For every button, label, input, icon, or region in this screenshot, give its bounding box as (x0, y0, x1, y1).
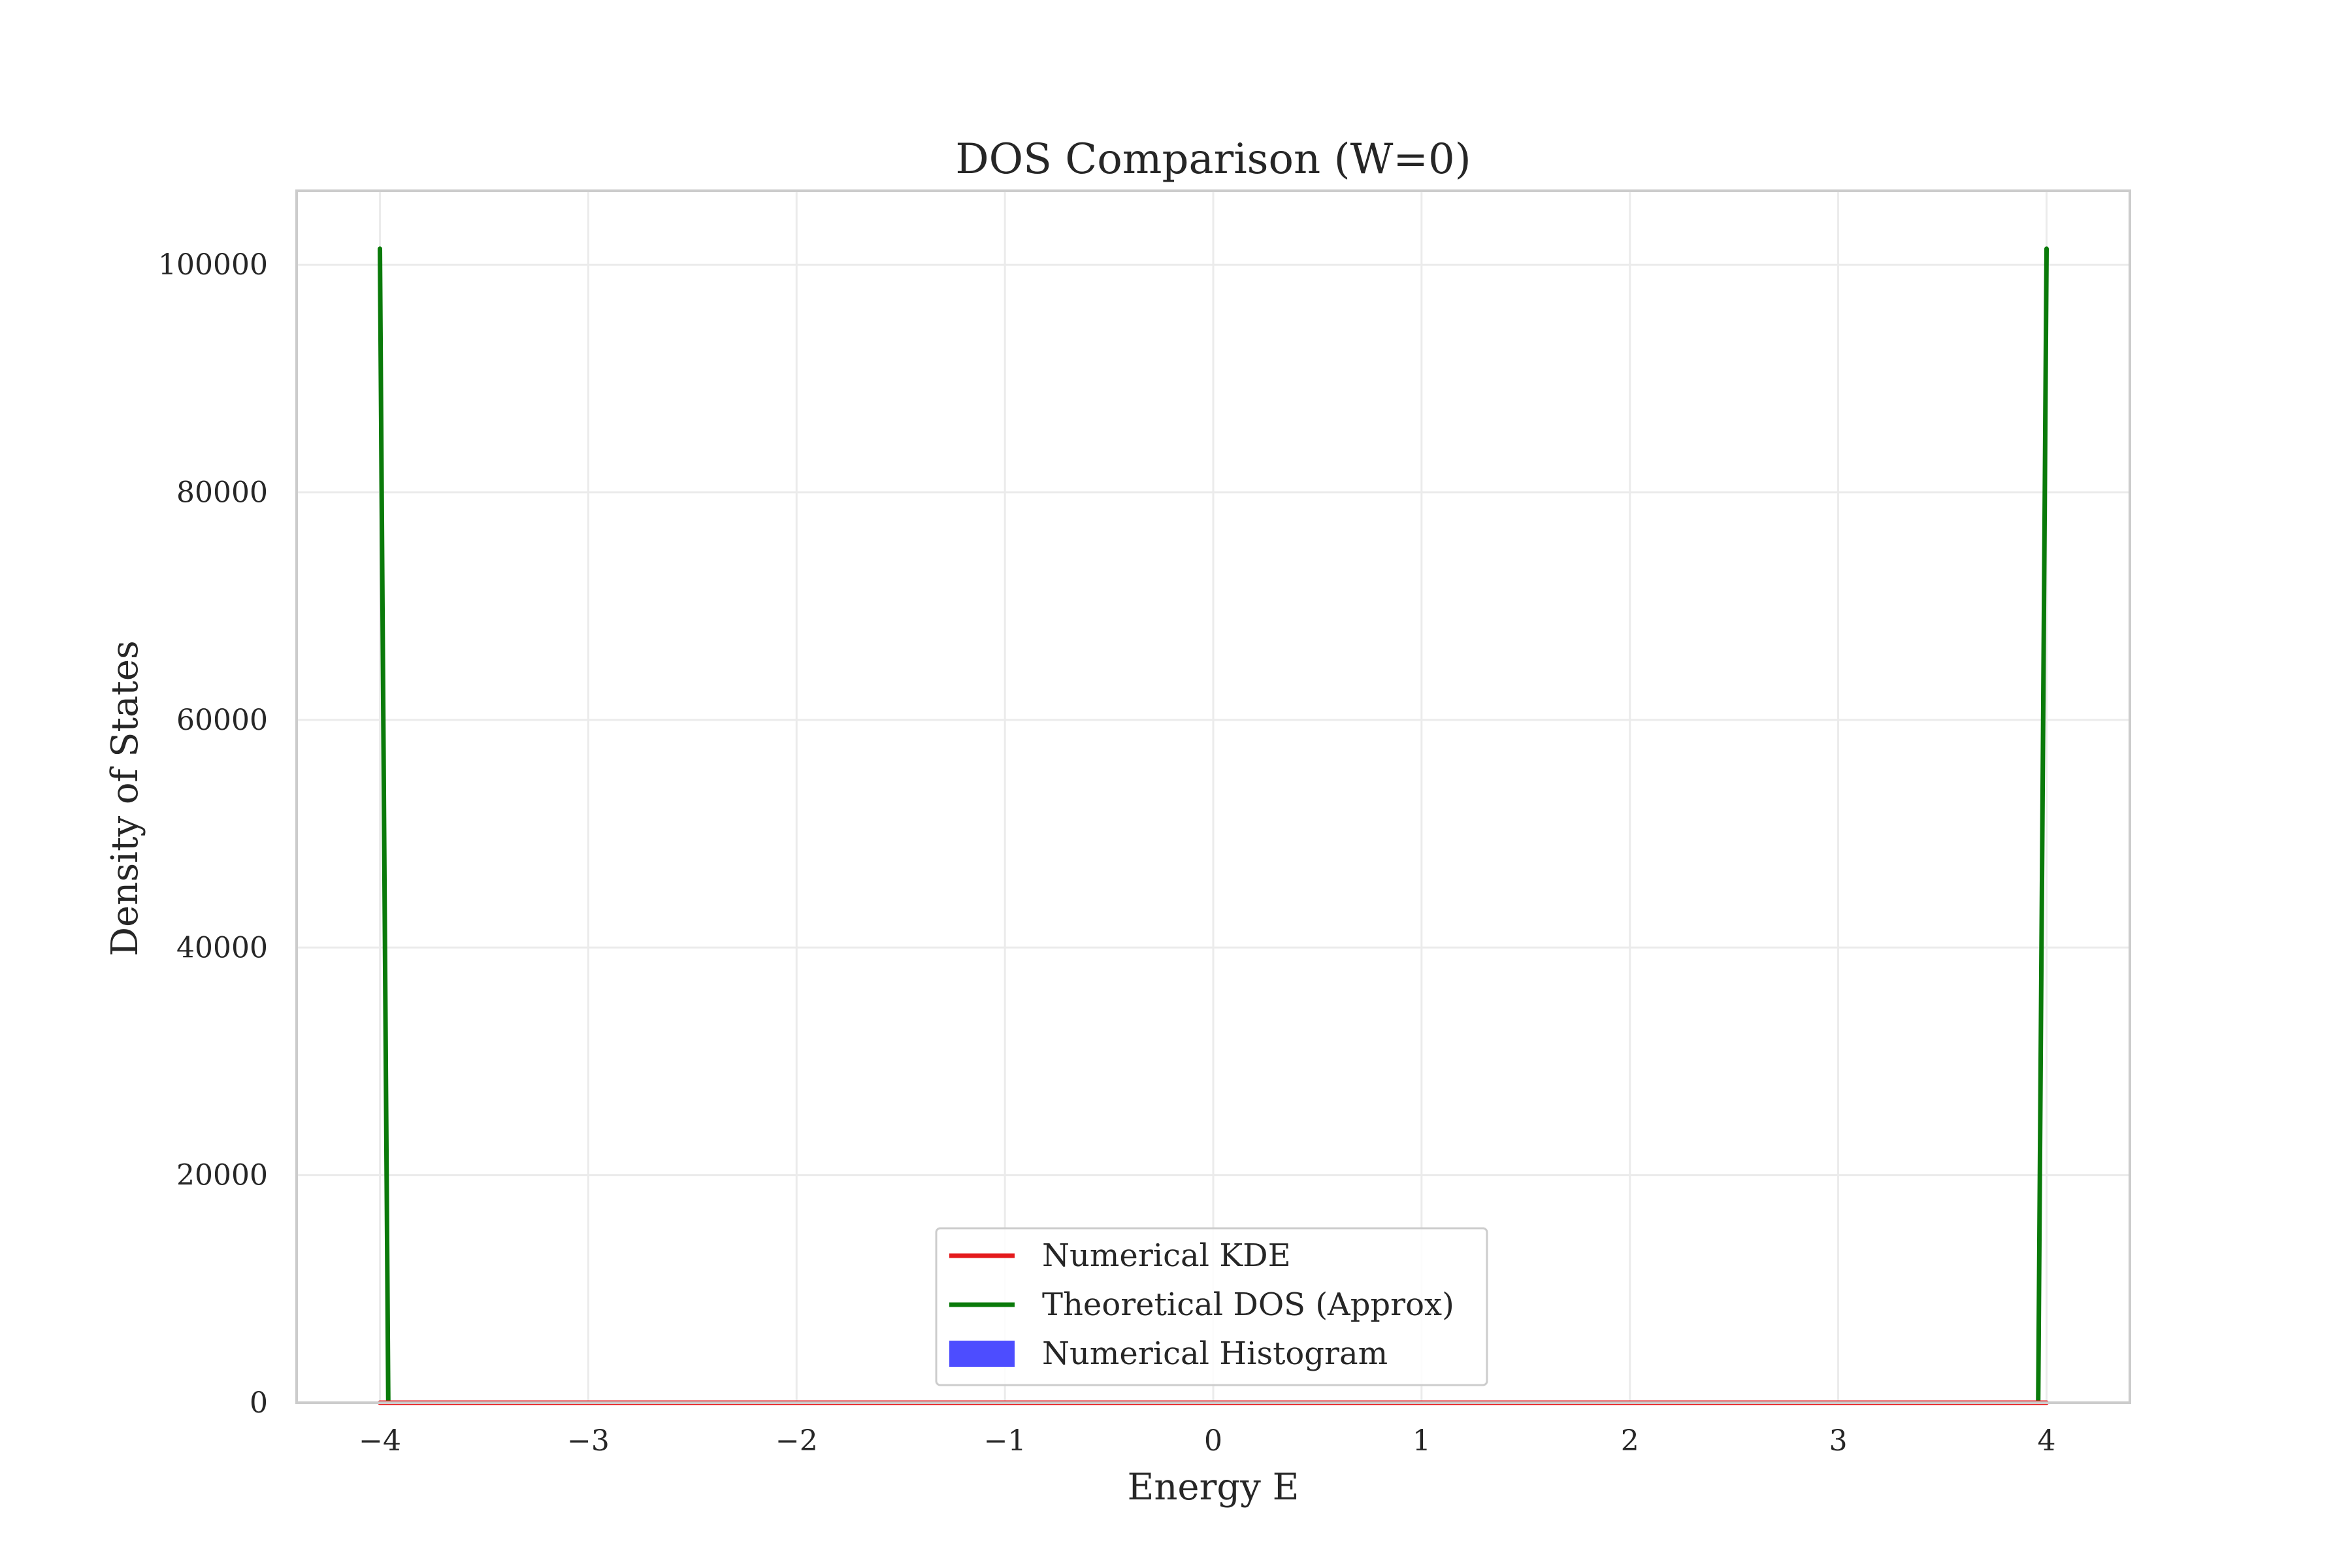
legend: Numerical KDE Theoretical DOS (Approx) Num… (935, 1227, 1488, 1386)
legend-label: Numerical Histogram (1042, 1335, 1388, 1372)
x-tick-label: −3 (567, 1424, 610, 1458)
legend-label: Numerical KDE (1042, 1237, 1291, 1274)
x-tick-label: 2 (1621, 1424, 1639, 1458)
plot-frame (295, 189, 2131, 1404)
y-tick-label: 80000 (176, 476, 268, 510)
x-tick-label: −1 (984, 1424, 1026, 1458)
x-axis-label: Energy E (1127, 1466, 1299, 1509)
x-tick-label: −4 (359, 1424, 401, 1458)
x-tick-label: 3 (1829, 1424, 1848, 1458)
x-tick-label: 4 (2037, 1424, 2055, 1458)
y-tick-label: 100000 (158, 248, 268, 282)
axis-ticks: −4 −3 −2 −1 0 1 2 3 4 0 20000 40000 60000 80000 100000 (158, 248, 2055, 1458)
legend-swatch (949, 1341, 1015, 1367)
y-tick-label: 0 (250, 1386, 268, 1420)
legend-box (935, 1227, 1488, 1386)
x-tick-label: −2 (776, 1424, 818, 1458)
y-tick-label: 20000 (176, 1159, 268, 1192)
legend-label: Theoretical DOS (Approx) (1042, 1286, 1454, 1323)
y-tick-label: 60000 (176, 704, 268, 737)
x-tick-label: 1 (1413, 1424, 1431, 1458)
y-axis-label: Density of States (104, 640, 146, 956)
x-tick-label: 0 (1204, 1424, 1222, 1458)
chart-title: DOS Comparison (W=0) (955, 135, 1471, 184)
y-tick-label: 40000 (176, 931, 268, 964)
